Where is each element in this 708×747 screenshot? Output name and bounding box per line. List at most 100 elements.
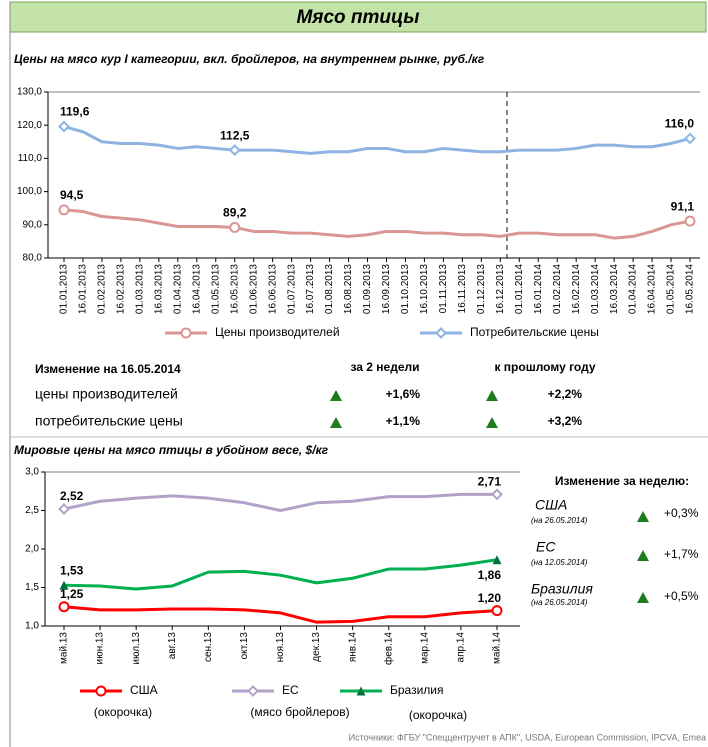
cell: +2,2% <box>548 387 583 401</box>
legend-label: Потребительские цены <box>470 325 599 339</box>
x-tick-label: 01.03.2013 <box>135 264 146 314</box>
x-tick-label: май.13 <box>59 632 70 664</box>
data-label: 91,1 <box>671 199 695 213</box>
title: Мясо птицы <box>296 7 419 28</box>
data-label: 1,86 <box>478 568 502 582</box>
y-tick-label: 2,0 <box>25 544 39 555</box>
x-tick-label: мар.14 <box>419 632 430 664</box>
marker <box>58 204 70 216</box>
marker <box>684 132 696 145</box>
weekly-change: +0,5% <box>664 589 699 603</box>
row-label: потребительские цены <box>35 413 183 429</box>
weekly-date: (на 12.05.2014) <box>531 558 588 567</box>
marker <box>59 580 69 590</box>
cell: +3,2% <box>548 414 583 428</box>
x-tick-label: 01.08.2013 <box>324 264 335 314</box>
source: Источники: ФГБУ "Спеццентручет в АПК", U… <box>349 732 706 742</box>
legend-note: (мясо бройлеров) <box>250 705 349 719</box>
weekly-title: Изменение за неделю: <box>555 474 689 488</box>
x-tick-label: 16.05.2013 <box>229 264 240 314</box>
legend-marker <box>356 686 366 696</box>
x-tick-label: 16.01.2014 <box>533 264 544 314</box>
x-tick-label: 01.04.2014 <box>628 264 639 314</box>
legend-label: Цены производителей <box>215 325 340 339</box>
marker <box>58 120 70 133</box>
x-tick-label: 01.05.2013 <box>210 264 221 314</box>
x-tick-label: авг.13 <box>167 632 178 660</box>
x-tick-label: фев.14 <box>382 632 394 665</box>
x-tick-label: 16.04.2013 <box>191 264 202 314</box>
weekly-date: (на 26.05.2014) <box>531 516 588 525</box>
data-label: 116,0 <box>665 117 695 131</box>
weekly-name: США <box>535 497 567 513</box>
series-line <box>63 208 691 240</box>
x-tick-label: 01.06.2013 <box>248 264 259 314</box>
x-tick-label: 01.07.2013 <box>286 264 297 314</box>
subtitle: Цены на мясо кур I категории, вкл. бройл… <box>14 52 485 66</box>
y-tick-label: 100,0 <box>17 186 42 197</box>
data-label: 119,6 <box>60 105 90 119</box>
legend-marker <box>180 327 192 339</box>
x-tick-label: 16.07.2013 <box>305 264 316 314</box>
x-tick-label: 16.12.2013 <box>495 264 506 314</box>
x-tick-label: дек.13 <box>311 632 322 662</box>
legend-note: (окорочка) <box>409 708 467 722</box>
x-tick-label: 16.01.2013 <box>78 264 89 314</box>
y-tick-label: 1,0 <box>25 621 39 632</box>
x-tick-label: 01.03.2014 <box>590 264 601 314</box>
legend-label: Бразилия <box>390 683 444 697</box>
legend-marker <box>247 685 259 697</box>
x-tick-label: 16.09.2013 <box>381 264 392 314</box>
y-tick-label: 3,0 <box>25 467 39 478</box>
series-line <box>63 605 498 624</box>
subtitle: Мировые цены на мясо птицы в убойном вес… <box>14 443 329 457</box>
cell: +1,6% <box>386 387 421 401</box>
x-tick-label: 16.10.2013 <box>419 264 430 314</box>
x-tick-label: апр.14 <box>456 632 467 663</box>
x-tick-label: 16.06.2013 <box>267 264 278 314</box>
y-tick-label: 130,0 <box>17 87 42 98</box>
marker <box>58 503 70 515</box>
legend-label: ЕС <box>282 683 299 697</box>
series-line <box>63 125 691 155</box>
data-label: 2,71 <box>478 475 502 489</box>
x-tick-label: ноя.13 <box>275 632 286 663</box>
weekly-change: +0,3% <box>664 506 699 520</box>
x-tick-label: 01.09.2013 <box>362 264 373 314</box>
x-tick-label: 16.02.2013 <box>116 264 127 314</box>
table-header: за 2 недели <box>350 360 419 374</box>
marker <box>491 488 503 501</box>
series-line <box>63 558 498 591</box>
y-tick-label: 1,5 <box>25 582 39 593</box>
marker <box>684 215 696 227</box>
y-tick-label: 2,5 <box>25 505 39 516</box>
x-tick-label: май.14 <box>492 632 503 664</box>
marker <box>491 605 503 617</box>
data-label: 94,5 <box>60 188 84 202</box>
x-tick-label: 01.05.2014 <box>666 264 677 314</box>
x-tick-label: 01.04.2013 <box>172 264 183 314</box>
weekly-change: +1,7% <box>664 547 699 561</box>
row-label: цены производителей <box>35 386 178 402</box>
x-tick-label: июл.13 <box>131 632 142 665</box>
x-tick-label: июн.13 <box>95 632 106 665</box>
weekly-name: Бразилия <box>531 581 593 597</box>
data-label: 2,52 <box>60 489 84 503</box>
table-header: к прошлому году <box>494 360 595 374</box>
x-tick-label: 01.10.2013 <box>400 264 411 314</box>
data-label: 1,25 <box>60 587 84 601</box>
legend-marker <box>95 685 107 697</box>
x-tick-label: сен.13 <box>203 632 214 662</box>
x-tick-label: 16.02.2014 <box>571 264 582 314</box>
legend-label: США <box>130 683 158 697</box>
x-tick-label: окт.13 <box>239 632 250 660</box>
marker <box>492 555 502 565</box>
x-tick-label: 01.12.2013 <box>476 264 487 314</box>
y-tick-label: 80,0 <box>23 253 43 264</box>
cell: +1,1% <box>386 414 421 428</box>
legend-marker <box>435 327 447 339</box>
data-label: 1,53 <box>60 563 84 577</box>
table-title: Изменение на 16.05.2014 <box>35 362 181 376</box>
weekly-name: ЕС <box>536 539 556 555</box>
header-bar <box>9 1 707 33</box>
